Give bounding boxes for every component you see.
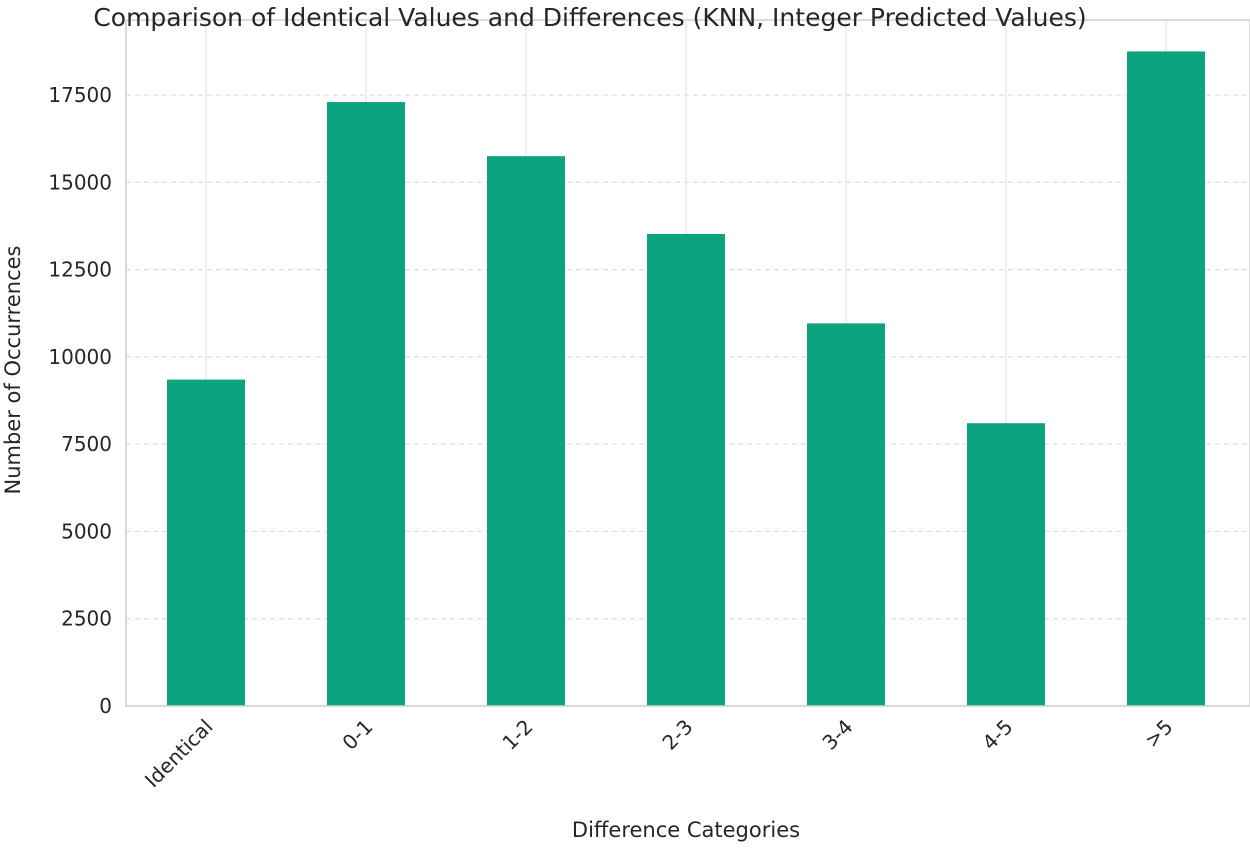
bar-0 <box>167 379 245 706</box>
bar-layer <box>167 51 1205 707</box>
y-tick-label: 12500 <box>48 258 112 282</box>
x-tick-label: 1-2 <box>497 715 537 755</box>
x-tick-label: >5 <box>1140 715 1178 753</box>
x-tick-label: 3-4 <box>817 715 857 755</box>
y-tick-label: 7500 <box>61 432 112 456</box>
y-tick-label: 10000 <box>48 345 112 369</box>
x-axis-label: Difference Categories <box>572 818 800 842</box>
plot-frame <box>125 19 1250 707</box>
y-tick-label: 15000 <box>48 170 112 194</box>
y-tick-label: 0 <box>99 694 112 718</box>
bar-2 <box>487 156 565 707</box>
bar-3 <box>647 234 725 706</box>
y-tick-labels: 0 2500 5000 7500 10000 12500 15000 17500 <box>48 83 112 718</box>
bar-5 <box>967 423 1045 706</box>
y-axis-label: Number of Occurrences <box>1 246 25 495</box>
bar-6 <box>1127 51 1205 706</box>
x-tick-label: 4-5 <box>977 715 1017 755</box>
x-tick-label: 2-3 <box>657 715 697 755</box>
y-tick-label: 17500 <box>48 83 112 107</box>
x-tick-label: Identical <box>140 715 218 793</box>
y-tick-label: 2500 <box>61 607 112 631</box>
x-tick-label: 0-1 <box>337 715 377 755</box>
chart-title: Comparison of Identical Values and Diffe… <box>93 3 1086 32</box>
bar-4 <box>807 323 885 706</box>
bar-1 <box>327 102 405 706</box>
y-tick-label: 5000 <box>61 519 112 543</box>
x-tick-labels: Identical 0-1 1-2 2-3 3-4 4-5 >5 <box>140 715 1178 793</box>
